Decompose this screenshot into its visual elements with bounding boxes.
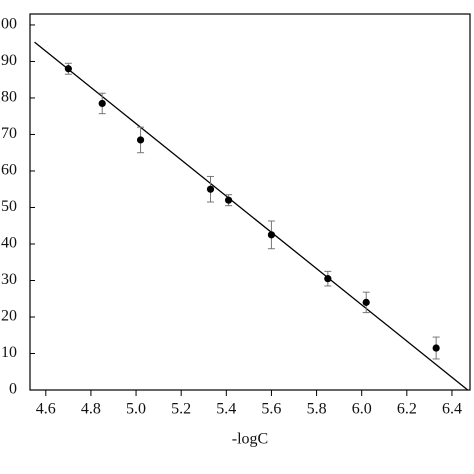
y-tick-label: 0	[9, 381, 17, 398]
x-tick-label: 6.0	[352, 401, 372, 418]
x-tick-label: 6.4	[442, 401, 462, 418]
data-point	[64, 65, 72, 73]
fit-line	[34, 41, 469, 391]
x-tick-label: 5.2	[171, 401, 191, 418]
data-point	[98, 99, 106, 108]
y-tick-label: 10	[1, 344, 17, 361]
y-tick-label: 70	[1, 125, 17, 142]
y-tick-label: 50	[1, 198, 17, 215]
data-point	[206, 185, 215, 193]
x-tick-label: 5.0	[126, 401, 146, 418]
y-tick-label: 20	[1, 308, 17, 325]
x-tick-label: 6.2	[397, 401, 417, 418]
data-point	[324, 275, 332, 283]
plot-frame	[29, 13, 471, 391]
y-tick-label: 80	[1, 89, 17, 106]
data-point	[362, 298, 370, 306]
x-tick-label: 5.8	[307, 401, 327, 418]
data-point	[136, 136, 145, 144]
x-axis-label: -logC	[232, 431, 268, 448]
y-tick-label: 60	[1, 162, 17, 179]
y-tick-label: 100	[0, 16, 17, 33]
x-tick-label: 5.4	[216, 401, 236, 418]
y-tick-label: 30	[1, 271, 17, 288]
y-tick-label: 40	[1, 235, 17, 252]
x-tick-label: 4.8	[81, 401, 101, 418]
data-point	[267, 231, 276, 239]
y-tick-label: 90	[1, 52, 17, 69]
x-tick-label: 4.6	[36, 401, 56, 418]
data-point	[224, 196, 233, 204]
data-point	[432, 344, 440, 352]
x-tick-label: 5.6	[261, 401, 281, 418]
